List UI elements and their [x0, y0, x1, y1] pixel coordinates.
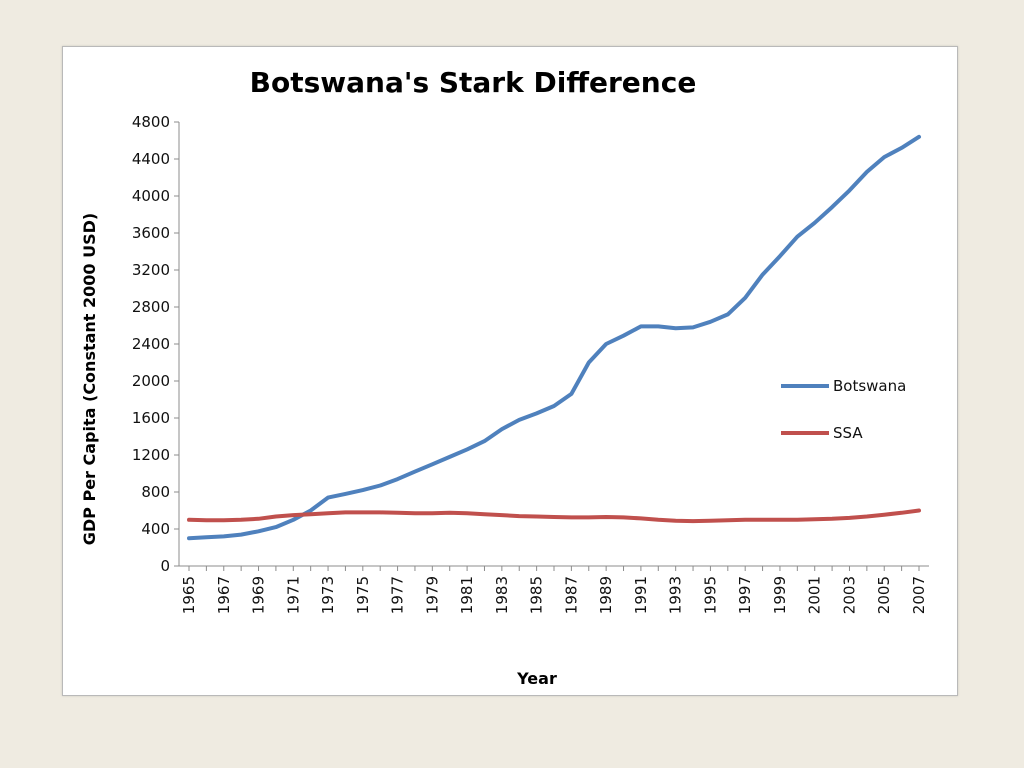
series-line-ssa — [187, 508, 921, 524]
legend-label-botswana: Botswana — [833, 377, 906, 395]
x-axis: 1965 1967 1969 1971 1973 1975 1977 1979 1981 1983… — [179, 565, 929, 614]
x-tick-label: 1995 — [701, 576, 719, 614]
x-tick-label: 1979 — [423, 576, 441, 614]
x-tick-label: 1999 — [771, 576, 789, 614]
y-tick-label: 1600 — [132, 409, 170, 427]
x-tick-label: 1989 — [597, 576, 615, 614]
y-tick-label: 3200 — [132, 261, 170, 279]
x-tick-label: 1977 — [389, 576, 407, 614]
line-chart: Botswana's Stark Difference 0 400 800 1200 1… — [80, 66, 929, 688]
x-tick-label: 1969 — [250, 576, 268, 614]
x-tick-label: 1981 — [458, 576, 476, 614]
y-tick-label: 4800 — [132, 113, 170, 131]
x-tick-label: 1985 — [528, 576, 546, 614]
series-line-botswana — [187, 134, 921, 541]
y-tick-label: 2800 — [132, 298, 170, 316]
x-axis-title: Year — [516, 669, 557, 688]
x-tick-label: 1991 — [632, 576, 650, 614]
y-tick-label: 4000 — [132, 187, 170, 205]
chart-title: Botswana's Stark Difference — [250, 66, 697, 99]
x-tick-label: 1965 — [180, 576, 198, 614]
y-tick-label: 4400 — [132, 150, 170, 168]
x-tick-label: 1975 — [354, 576, 372, 614]
x-tick-label: 1971 — [284, 576, 302, 614]
legend-label-ssa: SSA — [833, 424, 863, 442]
x-tick-label: 2001 — [806, 576, 824, 614]
legend: Botswana SSA — [781, 377, 906, 442]
x-tick-label: 1993 — [667, 576, 685, 614]
x-tick-label: 1983 — [493, 576, 511, 614]
y-axis-title: GDP Per Capita (Constant 2000 USD) — [80, 213, 99, 545]
x-tick-label: 2007 — [910, 576, 928, 614]
y-tick-label: 400 — [141, 520, 170, 538]
y-tick-label: 800 — [141, 483, 170, 501]
x-tick-label: 2003 — [840, 576, 858, 614]
x-tick-label: 2005 — [875, 576, 893, 614]
x-tick-label: 1997 — [736, 576, 754, 614]
chart-frame: Botswana's Stark Difference 0 400 800 1200 1… — [62, 46, 958, 696]
y-tick-label: 2400 — [132, 335, 170, 353]
x-tick-label: 1973 — [319, 576, 337, 614]
y-tick-label: 1200 — [132, 446, 170, 464]
x-tick-label: 1987 — [562, 576, 580, 614]
y-axis: 0 400 800 1200 1600 2000 2400 2800 3200 3600 4000 4… — [132, 113, 180, 575]
y-tick-label: 3600 — [132, 224, 170, 242]
y-tick-label: 0 — [160, 557, 170, 575]
y-tick-label: 2000 — [132, 372, 170, 390]
x-tick-label: 1967 — [215, 576, 233, 614]
plot-lines — [187, 134, 921, 541]
